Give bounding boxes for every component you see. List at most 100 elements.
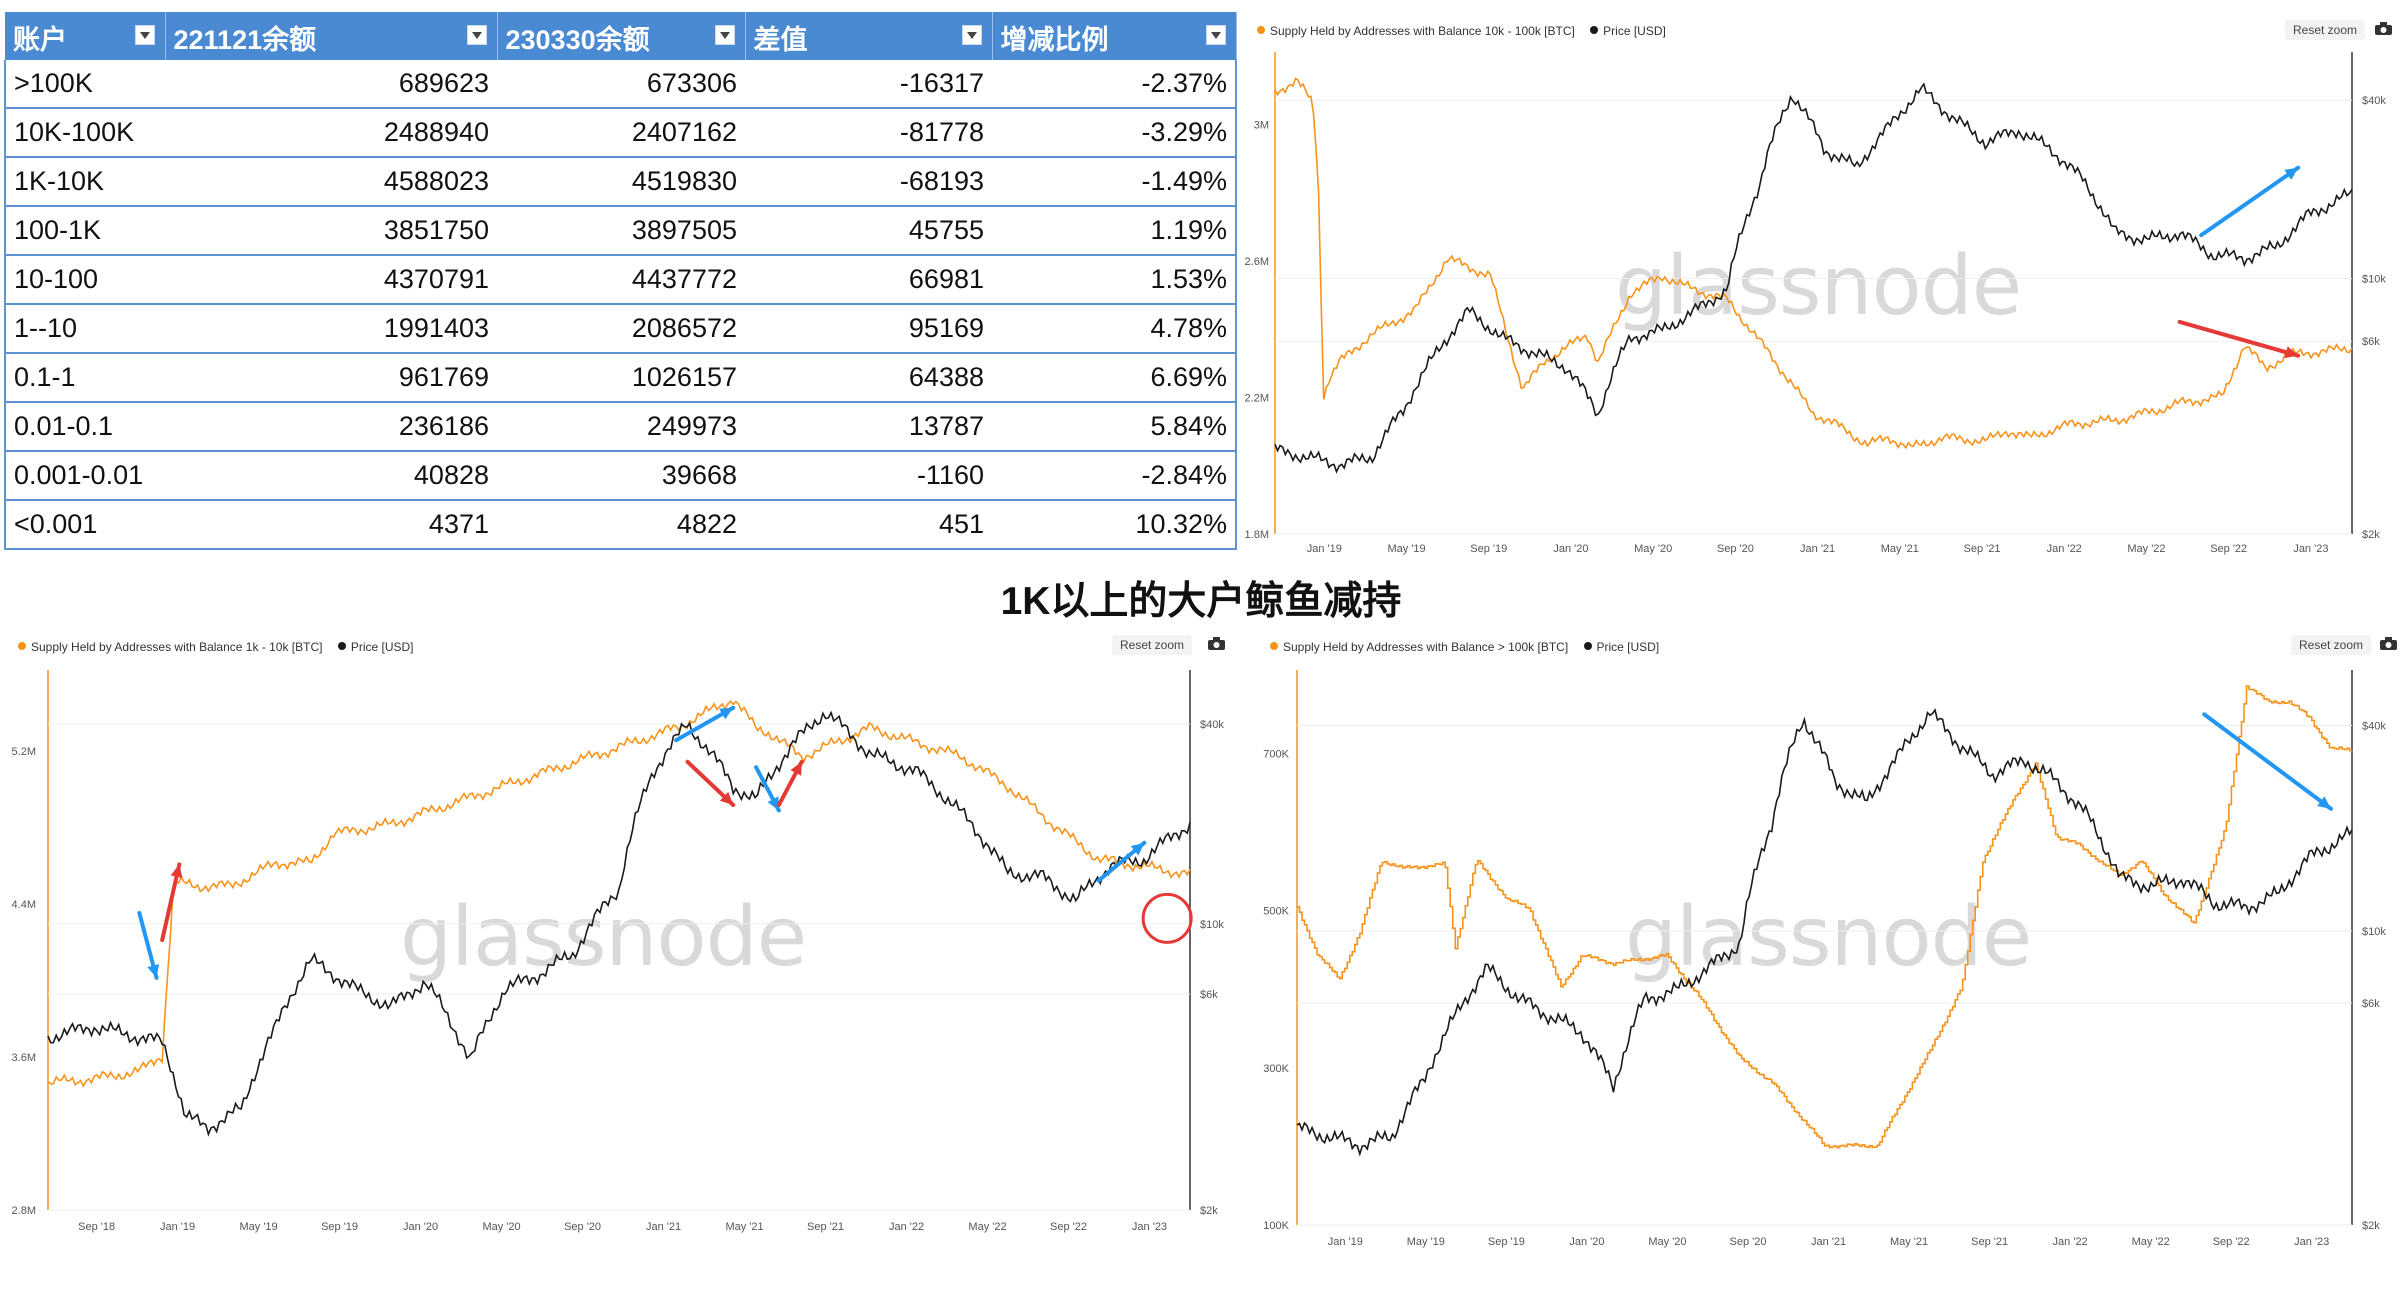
x-tick-label: Jan '19 [1328,1236,1363,1248]
x-tick-label: Sep '21 [1964,543,2001,555]
x-tick-label: Jan '21 [646,1221,681,1233]
column-header[interactable]: 增减比例 [992,12,1237,60]
cell-value: 961769 [165,353,497,403]
y-right-tick-label: $6k [2362,998,2380,1010]
arrow-head [147,964,160,978]
filter-dropdown-icon[interactable] [1205,25,1226,45]
arrow-head [1130,842,1145,856]
column-header[interactable]: 230330余额 [497,12,746,60]
row-label: 1K-10K [4,157,165,207]
cell-value: 13787 [745,402,992,452]
reset-zoom-button[interactable]: Reset zoom [2291,635,2372,655]
x-tick-label: Jan '21 [1800,543,1835,555]
arrow-shaft [2177,319,2301,358]
arrow-head [767,796,779,811]
row-label: 1--10 [4,304,165,354]
arrow-head [2284,346,2299,359]
cell-value: 689623 [165,60,497,109]
cell-value: 40828 [165,451,497,501]
cell-value: 3897505 [497,206,745,256]
y-left-tick-label: 2.8M [12,1205,36,1217]
chart-100k: 700K 500K 300K 100K $40k $10k $6k $2k Jan '19 May… [1263,670,2386,1248]
blue-arrow-annotation [2202,712,2333,811]
table-row: 0.1-1 961769 1026157 64388 6.69% [4,353,1237,403]
cell-value: 95169 [745,304,992,354]
supply-legend-dot [18,642,26,650]
column-header[interactable]: 221121余额 [165,12,498,60]
x-tick-label: May '19 [1387,543,1425,555]
camera-icon[interactable] [2380,637,2397,650]
arrow-head [2317,796,2331,809]
reset-zoom-button[interactable]: Reset zoom [2285,20,2366,40]
red-circle-annotation [1141,892,1193,944]
cell-value: -1160 [745,451,992,501]
y-right-tick-label: $40k [2362,721,2386,733]
cell-value: -16317 [745,60,992,109]
row-label: >100K [4,60,165,109]
camera-icon[interactable] [2375,22,2392,35]
y-left-tick-label: 5.2M [12,746,36,758]
blue-arrow-annotation [754,765,781,813]
cell-value: -68193 [745,157,992,207]
price-legend-dot [1583,642,1592,650]
reset-zoom-button[interactable]: Reset zoom [1112,635,1193,655]
row-label: 0.1-1 [4,353,165,403]
row-label: 10K-100K [4,108,165,158]
chart-panel-100k: Supply Held by Addresses with Balance > … [1255,625,2402,1290]
y-left-tick-label: 3.6M [12,1052,36,1064]
arrow-shaft [160,862,182,942]
x-tick-label: May '20 [482,1221,520,1233]
table-row: 10-100 4370791 4437772 66981 1.53% [4,255,1237,305]
camera-icon[interactable] [1208,637,1225,650]
legend-supply: Supply Held by Addresses with Balance > … [1283,640,1569,654]
cell-value: 4.78% [992,304,1237,354]
supply-series-line [1274,77,2353,450]
x-tick-label: May '22 [2132,1236,2170,1248]
filter-dropdown-icon[interactable] [714,25,735,45]
x-tick-label: Sep '21 [807,1221,844,1233]
cell-value: -2.37% [992,60,1237,109]
filter-dropdown-icon[interactable] [961,25,982,45]
chart-10k-100k: 3M 2.6M 2.2M 1.8M $40k $10k $6k $2k Jan '19 May '… [1245,52,2386,555]
column-header-label: 221121余额 [173,24,317,55]
x-tick-label: Jan '22 [2047,543,2082,555]
filter-dropdown-icon[interactable] [134,25,155,45]
cell-value: 4371 [165,500,497,550]
cell-value: 4588023 [165,157,497,207]
y-left-tick-label: 2.2M [1245,392,1269,404]
legend-supply: Supply Held by Addresses with Balance 10… [1270,24,1575,38]
table-row: >100K 689623 673306 -16317 -2.37% [4,60,1237,109]
x-tick-label: Sep '20 [1717,543,1754,555]
column-header-label: 增减比例 [1000,24,1109,55]
cell-value: 1.19% [992,206,1237,256]
cell-value: 2407162 [497,108,745,158]
y-right-tick-label: $6k [1200,989,1218,1001]
row-label: 10-100 [4,255,165,305]
x-tick-label: Jan '23 [2294,1236,2329,1248]
column-header[interactable]: 差值 [745,12,993,60]
table-row: 10K-100K 2488940 2407162 -81778 -3.29% [4,108,1237,158]
filter-dropdown-icon[interactable] [466,25,487,45]
supply-legend-dot [1270,642,1278,650]
row-label: 0.01-0.1 [4,402,165,452]
column-header[interactable]: 账户 [5,12,166,60]
y-left-tick-label: 4.4M [12,899,36,911]
x-tick-label: Jan '22 [889,1221,924,1233]
x-tick-label: May '22 [968,1221,1006,1233]
watermark: glassnode [1625,890,2032,985]
legend-price: Price [USD] [350,640,414,654]
cell-value: 1991403 [165,304,497,354]
column-header-label: 差值 [753,24,808,55]
y-left-tick-label: 3M [1254,119,1269,131]
row-label: <0.001 [4,500,165,550]
blue-arrow-annotation [2199,165,2301,238]
y-left-tick-label: 700K [1263,748,1289,760]
cell-value: 39668 [497,451,745,501]
x-tick-label: Jan '19 [1307,543,1342,555]
red-arrow-annotation [160,862,183,942]
cell-value: 10.32% [992,500,1237,550]
legend-price: Price [USD] [1596,640,1660,654]
x-tick-label: Jan '19 [160,1221,195,1233]
x-tick-label: May '21 [725,1221,763,1233]
x-tick-label: Jan '20 [1569,1236,1604,1248]
